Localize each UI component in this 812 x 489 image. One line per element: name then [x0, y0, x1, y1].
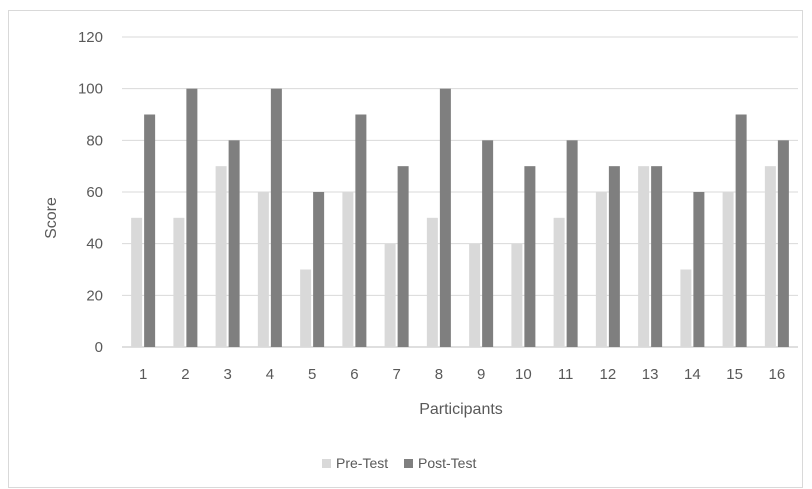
legend-label: Pre-Test — [336, 455, 388, 471]
x-tick-label: 12 — [600, 366, 617, 383]
legend-swatch — [404, 459, 413, 468]
bar-post-test-6 — [355, 114, 367, 347]
bar-post-test-11 — [566, 140, 578, 347]
x-tick-label: 16 — [769, 366, 786, 383]
y-tick-label: 100 — [78, 81, 103, 98]
bar-post-test-8 — [439, 88, 451, 348]
y-axis-ticks: 0 20 40 60 80 100 120 — [78, 29, 103, 356]
bar-pre-test-15 — [722, 192, 734, 347]
y-tick-label: 20 — [86, 287, 103, 304]
bar-pre-test-1 — [131, 217, 143, 347]
bar-post-test-5 — [313, 192, 325, 347]
x-tick-label: 13 — [642, 366, 659, 383]
x-tick-label: 1 — [139, 366, 147, 383]
x-axis-ticks: 1 2 3 4 5 6 7 8 9 10 11 12 13 14 15 16 — [139, 366, 785, 383]
bar-pre-test-16 — [764, 166, 776, 347]
y-axis-title: Score — [43, 197, 60, 239]
legend-swatch — [322, 459, 331, 468]
x-tick-label: 14 — [684, 366, 701, 383]
x-tick-label: 10 — [515, 366, 532, 383]
bar-pre-test-11 — [553, 217, 565, 347]
bars — [131, 88, 789, 348]
bar-pre-test-9 — [469, 243, 481, 347]
x-tick-label: 8 — [435, 366, 443, 383]
bar-post-test-13 — [651, 166, 663, 347]
bar-post-test-15 — [735, 114, 747, 347]
bar-pre-test-4 — [257, 192, 269, 347]
bar-post-test-10 — [524, 166, 536, 347]
bar-post-test-16 — [777, 140, 789, 347]
bar-pre-test-13 — [638, 166, 650, 347]
bar-post-test-4 — [270, 88, 282, 348]
bar-pre-test-3 — [215, 166, 227, 347]
x-tick-label: 15 — [726, 366, 743, 383]
x-tick-label: 4 — [266, 366, 274, 383]
x-tick-label: 7 — [392, 366, 400, 383]
bar-post-test-9 — [482, 140, 494, 347]
y-tick-label: 40 — [86, 236, 103, 253]
bar-pre-test-12 — [595, 192, 607, 347]
bar-pre-test-5 — [300, 269, 312, 347]
bar-post-test-3 — [228, 140, 240, 347]
legend-label: Post-Test — [418, 455, 476, 471]
x-tick-label: 11 — [558, 366, 574, 383]
bar-post-test-14 — [693, 192, 705, 347]
y-tick-label: 80 — [86, 132, 103, 149]
bar-pre-test-10 — [511, 243, 523, 347]
bar-pre-test-7 — [384, 243, 396, 347]
y-tick-label: 0 — [95, 339, 103, 356]
bar-pre-test-6 — [342, 192, 354, 347]
x-tick-label: 6 — [350, 366, 358, 383]
bar-pre-test-14 — [680, 269, 692, 347]
bar-post-test-1 — [144, 114, 156, 347]
y-tick-label: 60 — [86, 184, 103, 201]
x-tick-label: 2 — [181, 366, 189, 383]
legend: Pre-Test Post-Test — [322, 455, 476, 471]
x-tick-label: 5 — [308, 366, 316, 383]
x-axis-title: Participants — [419, 401, 503, 418]
bar-post-test-7 — [397, 166, 409, 347]
x-tick-label: 3 — [223, 366, 231, 383]
bar-pre-test-8 — [426, 217, 438, 347]
bar-post-test-12 — [608, 166, 620, 347]
x-tick-label: 9 — [477, 366, 485, 383]
bar-post-test-2 — [186, 88, 198, 348]
bar-pre-test-2 — [173, 217, 185, 347]
y-tick-label: 120 — [78, 29, 103, 46]
